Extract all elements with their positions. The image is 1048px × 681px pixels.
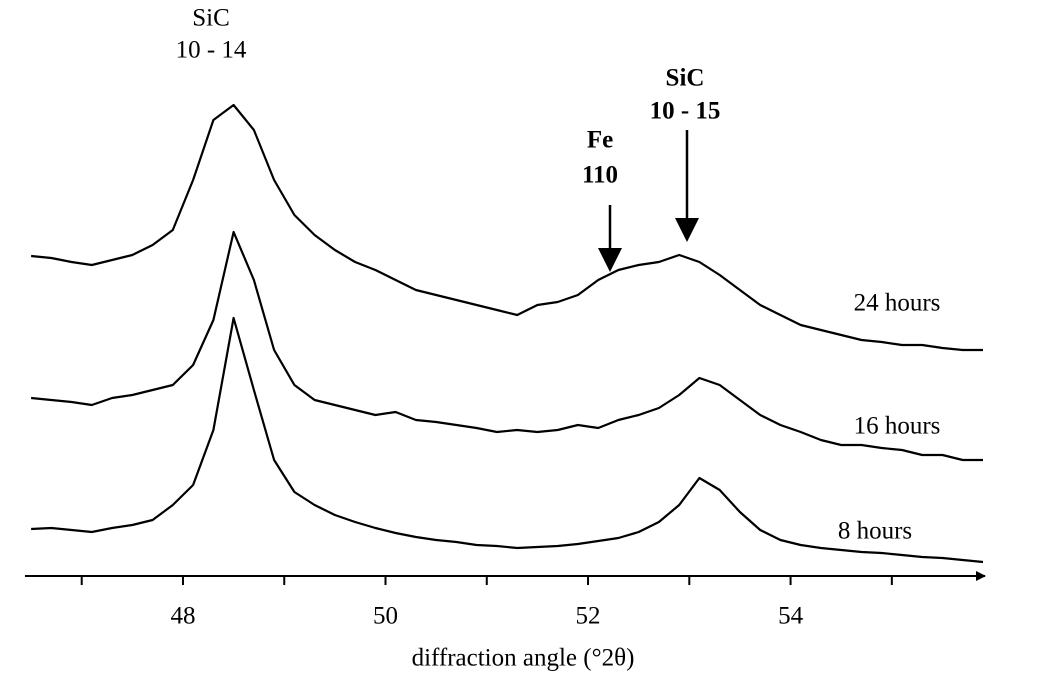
line-series [30,103,983,352]
series-label: 24 hours [854,290,941,317]
annotation: SiC [666,65,705,92]
arrow-head [598,248,622,272]
annotation: SiC [192,5,230,32]
x-tick-label: 50 [373,603,398,630]
x-tick-label: 54 [778,603,804,630]
line-series [31,316,984,564]
series-label: 16 hours [854,413,941,440]
arrow-head [675,218,699,242]
line-series [30,230,983,462]
x-axis-label: diffraction angle (°2θ) [412,645,635,672]
x-tick-label: 48 [170,603,195,630]
annotation: 110 [582,162,618,189]
series-label: 8 hours [838,518,912,545]
x-tick-label: 52 [576,603,601,630]
annotation: Fe [587,127,613,154]
annotation: 10 - 14 [176,37,247,64]
annotation: 10 - 15 [650,98,721,125]
